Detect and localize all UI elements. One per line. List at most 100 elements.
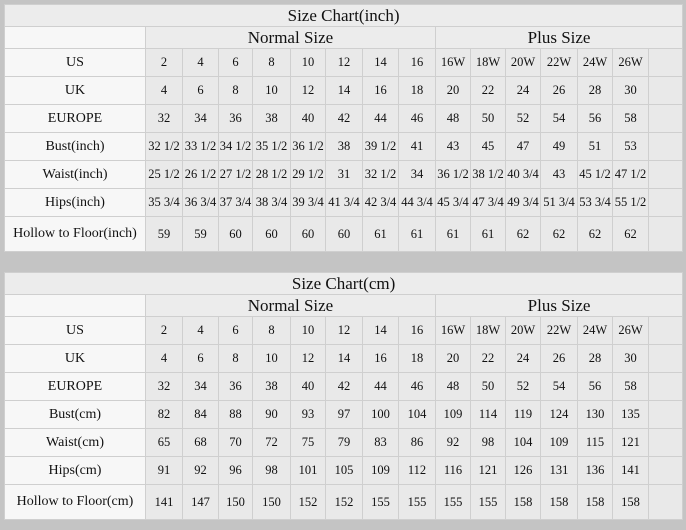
size-value-cell: 28 (577, 76, 613, 105)
size-value-cell: 54 (540, 104, 578, 133)
size-value-cell: 46 (398, 372, 436, 401)
size-value-cell: 6 (182, 344, 219, 373)
size-value-cell: 28 1/2 (252, 160, 291, 189)
size-value-cell: 46 (398, 104, 436, 133)
size-value-cell: 8 (252, 48, 291, 77)
size-value-cell: 31 (325, 160, 363, 189)
size-value-cell: 61 (435, 216, 471, 252)
size-value-cell: 35 3/4 (145, 188, 183, 217)
row-label: Hips(cm) (4, 456, 146, 485)
size-value-cell: 101 (290, 456, 326, 485)
size-value-cell: 49 (540, 132, 578, 161)
size-value-cell: 45 (470, 132, 506, 161)
size-value-cell: 60 (252, 216, 291, 252)
size-value-cell: 141 (145, 484, 183, 520)
size-value-cell: 72 (252, 428, 291, 457)
table-row: Bust(cm) 82 84 88 90 93 97 100 104 109 114 119 124 13… (4, 400, 684, 429)
size-value-cell: 49 3/4 (505, 188, 541, 217)
size-value-cell: 30 (612, 76, 649, 105)
size-value-cell: 10 (252, 76, 291, 105)
row-label: Hollow to Floor(cm) (4, 484, 146, 520)
size-value-cell: 32 (145, 372, 183, 401)
size-value-cell: 38 3/4 (252, 188, 291, 217)
table-row: Waist(inch) 25 1/2 26 1/2 27 1/2 28 1/2 29 1/… (4, 160, 684, 189)
size-value-cell: 16W (435, 48, 471, 77)
size-value-cell: 150 (218, 484, 253, 520)
size-value-cell: 44 (362, 372, 399, 401)
table-row: Hips(cm) 91 92 96 98 101 105 109 112 116 121 126 131… (4, 456, 684, 485)
size-value-cell: 32 (145, 104, 183, 133)
size-value-cell: 34 (182, 104, 219, 133)
empty-cell (647, 188, 684, 217)
size-value-cell: 4 (182, 316, 219, 345)
table-row: EUROPE 32 34 36 38 40 42 44 46 48 50 52 54 56 58 (4, 372, 684, 401)
size-value-cell: 62 (540, 216, 578, 252)
size-value-cell: 27 1/2 (218, 160, 253, 189)
size-value-cell: 42 (325, 372, 363, 401)
size-value-cell: 22W (540, 48, 578, 77)
size-value-cell: 52 (505, 372, 541, 401)
size-value-cell: 98 (252, 456, 291, 485)
size-value-cell: 88 (218, 400, 253, 429)
size-value-cell: 26 (540, 76, 578, 105)
size-value-cell: 62 (505, 216, 541, 252)
size-value-cell: 93 (290, 400, 326, 429)
size-value-cell: 115 (577, 428, 613, 457)
size-value-cell: 10 (290, 316, 326, 345)
size-value-cell: 47 1/2 (612, 160, 649, 189)
size-value-cell: 45 3/4 (435, 188, 471, 217)
size-chart-cm: Size Chart(cm) Normal Size Plus Size US 2 4 6 8… (3, 272, 684, 520)
normal-size-header: Normal Size (145, 294, 436, 317)
size-value-cell: 141 (612, 456, 649, 485)
size-value-cell: 18 (398, 76, 436, 105)
table-title: Size Chart(cm) (3, 272, 684, 295)
size-value-cell: 6 (218, 48, 253, 77)
size-value-cell: 38 (325, 132, 363, 161)
group-header-row: Normal Size Plus Size (4, 26, 684, 49)
size-value-cell: 25 1/2 (145, 160, 183, 189)
empty-cell (647, 76, 684, 105)
size-value-cell: 12 (290, 344, 326, 373)
size-value-cell: 60 (290, 216, 326, 252)
table-row: Hips(inch) 35 3/4 36 3/4 37 3/4 38 3/4 39 3/4… (4, 188, 684, 217)
size-value-cell: 61 (470, 216, 506, 252)
size-value-cell: 8 (218, 76, 253, 105)
size-value-cell: 12 (325, 316, 363, 345)
size-value-cell: 40 3/4 (505, 160, 541, 189)
size-value-cell: 68 (182, 428, 219, 457)
table-row: UK 4 6 8 10 12 14 16 18 20 22 24 26 28 30 (4, 76, 684, 105)
group-header-row: Normal Size Plus Size (4, 294, 684, 317)
size-value-cell: 135 (612, 400, 649, 429)
size-value-cell: 22W (540, 316, 578, 345)
size-table: Size Chart(cm) Normal Size Plus Size US 2 4 6 8… (3, 272, 684, 520)
size-value-cell: 26 (540, 344, 578, 373)
size-value-cell: 41 3/4 (325, 188, 363, 217)
size-value-cell: 150 (252, 484, 291, 520)
size-value-cell: 26W (612, 316, 649, 345)
empty-cell (647, 104, 684, 133)
size-value-cell: 20 (435, 344, 471, 373)
empty-cell (647, 216, 684, 252)
size-value-cell: 155 (362, 484, 399, 520)
size-value-cell: 158 (540, 484, 578, 520)
size-value-cell: 28 (577, 344, 613, 373)
size-value-cell: 18 (398, 344, 436, 373)
size-value-cell: 6 (182, 76, 219, 105)
size-value-cell: 92 (182, 456, 219, 485)
table-row: US 2 4 6 8 10 12 14 16 16W 18W 20W 22W 24W 26W (4, 48, 684, 77)
size-value-cell: 47 (505, 132, 541, 161)
size-value-cell: 56 (577, 104, 613, 133)
size-value-cell: 33 1/2 (182, 132, 219, 161)
size-value-cell: 50 (470, 104, 506, 133)
size-value-cell: 24 (505, 76, 541, 105)
row-label: US (4, 316, 146, 345)
size-value-cell: 16 (398, 316, 436, 345)
size-value-cell: 104 (505, 428, 541, 457)
size-value-cell: 6 (218, 316, 253, 345)
size-value-cell: 152 (325, 484, 363, 520)
size-value-cell: 34 (182, 372, 219, 401)
size-value-cell: 84 (182, 400, 219, 429)
size-value-cell: 82 (145, 400, 183, 429)
size-value-cell: 24 (505, 344, 541, 373)
size-value-cell: 18W (470, 316, 506, 345)
